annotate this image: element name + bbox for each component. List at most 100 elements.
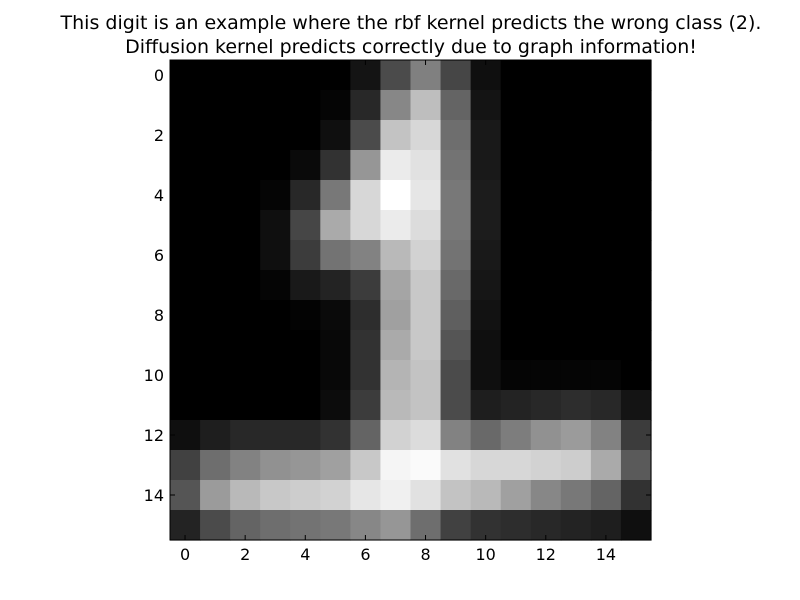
heatmap-cell [590, 60, 622, 91]
y-tick-label: 4 [154, 186, 164, 205]
heatmap-cell [440, 210, 472, 241]
heatmap-cell [500, 390, 532, 421]
heatmap-cell [470, 390, 502, 421]
heatmap-cell [590, 450, 622, 481]
heatmap-cell [260, 450, 291, 481]
heatmap-cell [470, 180, 502, 211]
heatmap-cell [380, 360, 412, 391]
heatmap-cell [350, 180, 382, 211]
heatmap-cell [440, 360, 472, 391]
heatmap-cell [350, 120, 382, 151]
heatmap-cell [620, 450, 652, 481]
y-tick-label: 14 [144, 486, 164, 505]
heatmap-cell [260, 210, 291, 241]
heatmap-cell [290, 390, 321, 421]
heatmap-cell [530, 390, 562, 421]
heatmap-cell [260, 90, 291, 121]
heatmap-cell [380, 120, 412, 151]
heatmap-cell [410, 90, 442, 121]
heatmap-cell [410, 360, 442, 391]
heatmap-cell [440, 120, 472, 151]
heatmap-cell [170, 90, 201, 121]
heatmap-cell [590, 300, 622, 331]
heatmap-cell [230, 480, 261, 511]
heatmap-cell [530, 180, 562, 211]
heatmap-cell [350, 150, 382, 181]
heatmap-cell [530, 420, 562, 451]
heatmap-cell [530, 210, 562, 241]
x-tick-label: 2 [240, 545, 250, 564]
y-tick-label: 2 [154, 126, 164, 145]
heatmap-cell [590, 90, 622, 121]
heatmap-cell [260, 300, 291, 331]
heatmap-cell [470, 60, 502, 91]
heatmap-cell [530, 60, 562, 91]
heatmap-cell [320, 510, 351, 541]
heatmap-cell [170, 180, 201, 211]
heatmap-cell [470, 120, 502, 151]
heatmap-cell [500, 90, 532, 121]
heatmap-cell [530, 240, 562, 271]
chart-title-line-1: This digit is an example where the rbf k… [60, 12, 762, 34]
y-tick-label: 6 [154, 246, 164, 265]
heatmap-cell [470, 360, 502, 391]
heatmap-cell [590, 360, 622, 391]
heatmap-cell [350, 240, 382, 271]
heatmap-cell [530, 150, 562, 181]
heatmap-cell [380, 150, 412, 181]
heatmap-cell [320, 480, 351, 511]
heatmap-cell [440, 300, 472, 331]
heatmap-cell [620, 390, 652, 421]
heatmap-cell [170, 210, 201, 241]
heatmap-cell [260, 510, 291, 541]
y-tick-label: 12 [144, 426, 164, 445]
heatmap-cell [170, 420, 201, 451]
heatmap-cell [410, 330, 442, 361]
heatmap-cell [560, 90, 592, 121]
heatmap-cell [620, 150, 652, 181]
heatmap-cell [230, 90, 261, 121]
heatmap-cell [170, 240, 201, 271]
heatmap-cell [590, 150, 622, 181]
heatmap-cell [440, 240, 472, 271]
heatmap-cell [500, 150, 532, 181]
heatmap-cell [200, 180, 231, 211]
heatmap-cells [170, 60, 652, 541]
heatmap-cell [530, 90, 562, 121]
heatmap-cell [260, 360, 291, 391]
heatmap-cell [560, 180, 592, 211]
heatmap-cell [560, 150, 592, 181]
heatmap-cell [590, 390, 622, 421]
heatmap-cell [440, 450, 472, 481]
heatmap-cell [230, 450, 261, 481]
heatmap-cell [290, 420, 321, 451]
heatmap-cell [350, 270, 382, 301]
x-tick-label: 4 [300, 545, 310, 564]
heatmap-cell [230, 300, 261, 331]
y-axis-ticks: 0 2 4 6 8 10 12 14 [144, 66, 651, 505]
heatmap-cell [350, 480, 382, 511]
heatmap-cell [260, 390, 291, 421]
heatmap-cell [230, 270, 261, 301]
heatmap-cell [230, 60, 261, 91]
plot-frame [169, 59, 652, 541]
heatmap-cell [350, 330, 382, 361]
heatmap-cell [260, 480, 291, 511]
heatmap-cell [170, 60, 201, 91]
heatmap-cell [170, 150, 201, 181]
x-tick-label: 14 [596, 545, 616, 564]
heatmap-cell [590, 120, 622, 151]
heatmap-cell [230, 210, 261, 241]
heatmap-cell [290, 150, 321, 181]
heatmap-cell [380, 90, 412, 121]
heatmap-cell [530, 270, 562, 301]
heatmap-cell [320, 150, 351, 181]
heatmap-cell [470, 300, 502, 331]
heatmap-cell [260, 180, 291, 211]
heatmap-cell [620, 510, 652, 541]
heatmap-cell [500, 360, 532, 391]
heatmap-cell [200, 330, 231, 361]
heatmap-cell [170, 360, 201, 391]
heatmap-cell [320, 120, 351, 151]
heatmap-cell [440, 420, 472, 451]
